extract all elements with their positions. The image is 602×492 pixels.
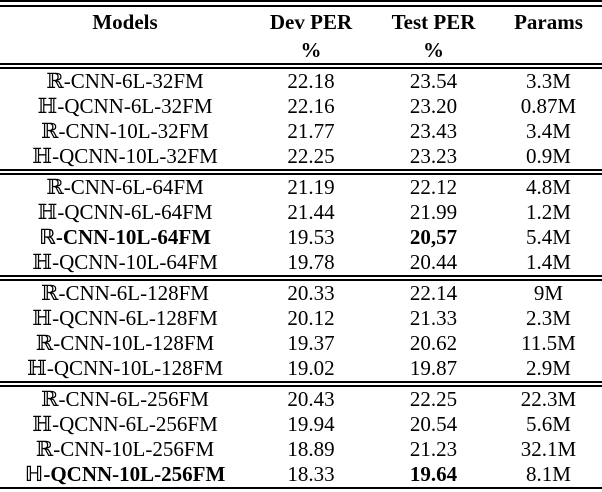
model-cell: ℍ-QCNN-10L-64FM bbox=[32, 250, 218, 274]
model-cell: ℝ-CNN-6L-256FM bbox=[41, 387, 209, 411]
group-256fm: ℝ-CNN-6L-256FM 20.43 22.25 22.3M ℍ-QCNN-… bbox=[0, 384, 602, 488]
table-row: ℍ-QCNN-6L-256FM 19.94 20.54 5.6M bbox=[0, 412, 602, 437]
dev-per-cell: 20.12 bbox=[287, 306, 335, 330]
table-row: ℍ-QCNN-10L-64FM 19.78 20.44 1.4M bbox=[0, 250, 602, 278]
test-per-unit: % bbox=[423, 38, 444, 62]
test-per-cell: 23.23 bbox=[409, 144, 458, 168]
model-cell: ℝ-CNN-10L-256FM bbox=[35, 437, 215, 461]
model-cell: ℝ-CNN-6L-32FM bbox=[46, 69, 204, 93]
params-cell: 4.8M bbox=[526, 175, 571, 199]
unit-row: % % bbox=[0, 38, 602, 66]
col-header-models: Models bbox=[92, 10, 158, 34]
test-per-cell: 19.87 bbox=[409, 356, 458, 380]
dev-per-cell: 19.53 bbox=[287, 225, 335, 249]
params-cell: 3.3M bbox=[526, 69, 571, 93]
table-header: Models Dev PER Test PER Params % % bbox=[0, 4, 602, 67]
params-cell: 3.4M bbox=[526, 119, 571, 143]
col-header-params: Params bbox=[514, 10, 583, 34]
test-per-cell: 20.62 bbox=[409, 331, 458, 355]
test-per-cell: 22.12 bbox=[409, 175, 458, 199]
dev-per-cell: 18.33 bbox=[287, 462, 335, 486]
group-64fm: ℝ-CNN-6L-64FM 21.19 22.12 4.8M ℍ-QCNN-6L… bbox=[0, 172, 602, 278]
params-cell: 32.1M bbox=[520, 437, 577, 461]
table-row: ℍ-QCNN-6L-128FM 20.12 21.33 2.3M bbox=[0, 306, 602, 331]
dev-per-cell: 18.89 bbox=[287, 437, 335, 461]
dev-per-cell: 19.37 bbox=[287, 331, 335, 355]
dev-per-cell: 20.33 bbox=[287, 281, 335, 305]
params-cell: 5.6M bbox=[526, 412, 571, 436]
params-cell: 0.87M bbox=[520, 94, 577, 118]
model-cell: ℍ-QCNN-6L-128FM bbox=[32, 306, 218, 330]
table-row: ℝ-CNN-6L-64FM 21.19 22.12 4.8M bbox=[0, 172, 602, 200]
empty-cell bbox=[0, 38, 250, 66]
table-row: ℍ-QCNN-10L-32FM 22.25 23.23 0.9M bbox=[0, 144, 602, 172]
model-cell: ℍ-QCNN-6L-256FM bbox=[32, 412, 218, 436]
model-cell: ℍ-QCNN-10L-32FM bbox=[32, 144, 218, 168]
dev-per-cell: 19.02 bbox=[287, 356, 335, 380]
params-cell: 8.1M bbox=[526, 462, 571, 486]
table-row: ℍ-QCNN-6L-32FM 22.16 23.20 0.87M bbox=[0, 94, 602, 119]
test-per-cell: 21.23 bbox=[409, 437, 458, 461]
table-row-highlighted: ℝ-CNN-10L-64FM 19.53 20,57 5.4M bbox=[0, 225, 602, 250]
test-per-cell: 23.54 bbox=[409, 69, 458, 93]
model-cell: ℍ-QCNN-6L-32FM bbox=[37, 94, 213, 118]
header-row: Models Dev PER Test PER Params bbox=[0, 4, 602, 39]
table-row-highlighted: ℍ-QCNN-10L-256FM 18.33 19.64 8.1M bbox=[0, 462, 602, 488]
model-cell: ℝ-CNN-10L-64FM bbox=[39, 225, 211, 249]
test-per-cell: 23.43 bbox=[409, 119, 458, 143]
empty-cell bbox=[495, 38, 602, 66]
col-header-test-per: Test PER bbox=[391, 10, 476, 34]
col-header-dev-per: Dev PER bbox=[269, 10, 353, 34]
dev-per-cell: 22.25 bbox=[287, 144, 335, 168]
params-cell: 11.5M bbox=[521, 331, 576, 355]
dev-per-cell: 19.78 bbox=[287, 250, 335, 274]
test-per-cell: 23.20 bbox=[409, 94, 458, 118]
test-per-cell: 22.25 bbox=[409, 387, 458, 411]
params-cell: 9M bbox=[533, 281, 564, 305]
table-row: ℝ-CNN-10L-256FM 18.89 21.23 32.1M bbox=[0, 437, 602, 462]
params-cell: 0.9M bbox=[526, 144, 571, 168]
dev-per-cell: 22.18 bbox=[287, 69, 335, 93]
table-row: ℝ-CNN-6L-256FM 20.43 22.25 22.3M bbox=[0, 384, 602, 412]
group-128fm: ℝ-CNN-6L-128FM 20.33 22.14 9M ℍ-QCNN-6L-… bbox=[0, 278, 602, 384]
model-cell: ℝ-CNN-10L-32FM bbox=[41, 119, 209, 143]
dev-per-cell: 19.94 bbox=[287, 412, 335, 436]
dev-per-cell: 21.44 bbox=[287, 200, 335, 224]
dev-per-unit: % bbox=[300, 38, 322, 62]
test-per-cell: 20,57 bbox=[409, 225, 458, 249]
dev-per-cell: 20.43 bbox=[287, 387, 335, 411]
group-32fm: ℝ-CNN-6L-32FM 22.18 23.54 3.3M ℍ-QCNN-6L… bbox=[0, 66, 602, 172]
table-row: ℍ-QCNN-6L-64FM 21.44 21.99 1.2M bbox=[0, 200, 602, 225]
table-row: ℝ-CNN-10L-128FM 19.37 20.62 11.5M bbox=[0, 331, 602, 356]
params-cell: 2.3M bbox=[526, 306, 571, 330]
model-cell: ℝ-CNN-10L-128FM bbox=[35, 331, 215, 355]
params-cell: 5.4M bbox=[526, 225, 571, 249]
model-cell: ℍ-QCNN-10L-256FM bbox=[24, 462, 226, 486]
test-per-cell: 19.64 bbox=[409, 462, 458, 486]
table-row: ℝ-CNN-10L-32FM 21.77 23.43 3.4M bbox=[0, 119, 602, 144]
model-cell: ℝ-CNN-6L-128FM bbox=[41, 281, 209, 305]
dev-per-cell: 21.19 bbox=[287, 175, 335, 199]
table-row: ℝ-CNN-6L-128FM 20.33 22.14 9M bbox=[0, 278, 602, 306]
dev-per-cell: 21.77 bbox=[287, 119, 335, 143]
params-cell: 1.4M bbox=[526, 250, 571, 274]
table-row: ℝ-CNN-6L-32FM 22.18 23.54 3.3M bbox=[0, 66, 602, 94]
params-cell: 22.3M bbox=[520, 387, 577, 411]
dev-per-cell: 22.16 bbox=[287, 94, 335, 118]
model-cell: ℝ-CNN-6L-64FM bbox=[46, 175, 204, 199]
table-row: ℍ-QCNN-10L-128FM 19.02 19.87 2.9M bbox=[0, 356, 602, 384]
test-per-cell: 20.54 bbox=[409, 412, 458, 436]
params-cell: 2.9M bbox=[526, 356, 571, 380]
model-cell: ℍ-QCNN-6L-64FM bbox=[37, 200, 213, 224]
params-cell: 1.2M bbox=[526, 200, 571, 224]
test-per-cell: 21.99 bbox=[409, 200, 458, 224]
model-cell: ℍ-QCNN-10L-128FM bbox=[26, 356, 223, 380]
test-per-cell: 22.14 bbox=[409, 281, 458, 305]
test-per-cell: 21.33 bbox=[409, 306, 458, 330]
test-per-cell: 20.44 bbox=[409, 250, 458, 274]
